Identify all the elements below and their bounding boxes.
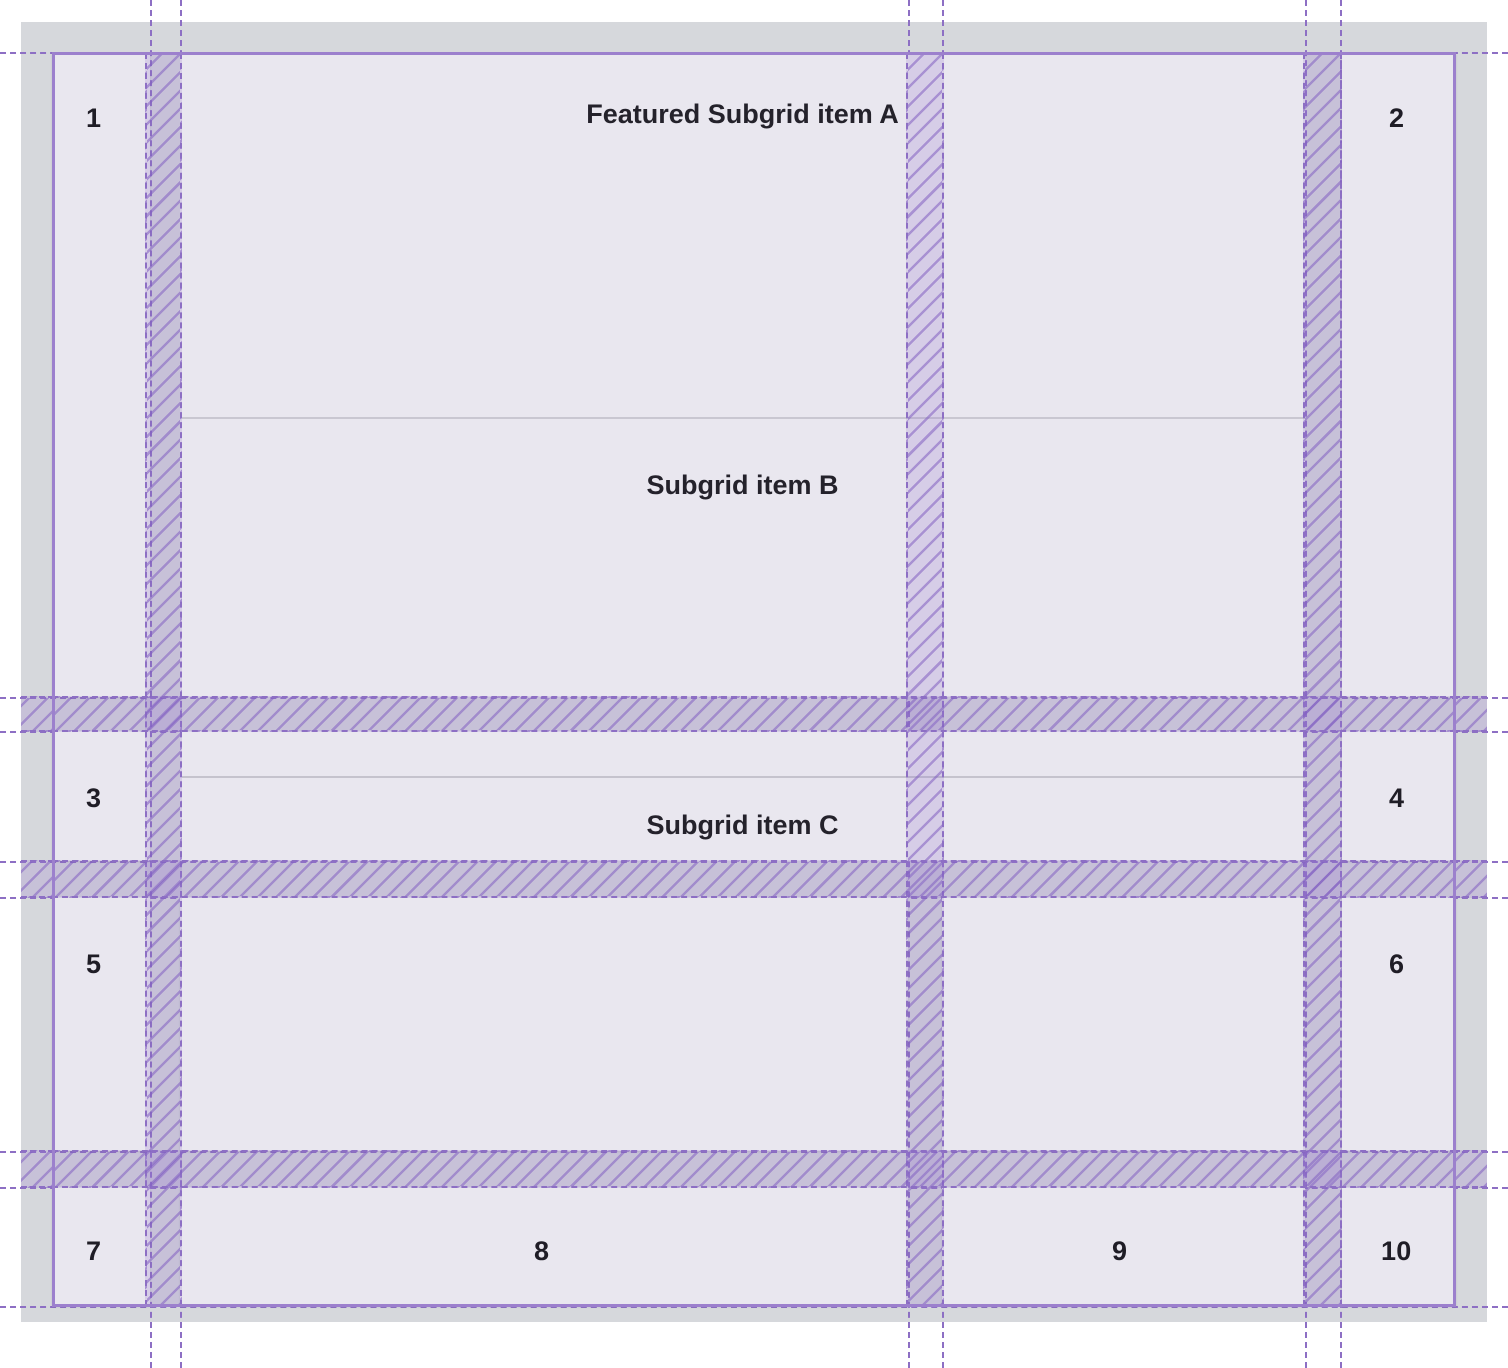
row-gap-3-left-tail: [21, 1150, 54, 1188]
grid-container-top-edge: [52, 52, 1456, 55]
grid-cell-row3-col3[interactable]: [942, 897, 1305, 1151]
grid-cell-label-1: 1: [86, 103, 102, 133]
grid-cell-1[interactable]: [52, 53, 150, 697]
row-gap-2-left-tail: [21, 860, 54, 898]
row-gap-2: [52, 860, 1456, 898]
row-gap-3-right-tail: [1454, 1150, 1487, 1188]
subgrid-divider-b-c: [182, 776, 1305, 778]
grid-cell-6[interactable]: [1342, 897, 1456, 1151]
grid-cell-label-9: 9: [1112, 1236, 1128, 1266]
column-gap-3: [1303, 53, 1342, 1306]
grid-cell-5[interactable]: [52, 897, 150, 1151]
grid-cell-8[interactable]: [180, 1187, 908, 1306]
grid-container-right-edge: [1453, 52, 1456, 1307]
grid-cell-2[interactable]: [1342, 53, 1456, 697]
grid-cell-3[interactable]: [52, 731, 150, 861]
track-line-extension-h-8: [0, 1306, 1508, 1308]
column-gap-2: [906, 53, 944, 1306]
subgrid-item-b[interactable]: [180, 419, 1305, 697]
grid-cell-10[interactable]: [1342, 1187, 1456, 1306]
grid-cell-label-2: 2: [1389, 103, 1405, 133]
subgrid-item-a-label: Featured Subgrid item A: [586, 99, 899, 129]
grid-container-left-edge: [52, 52, 55, 1307]
row-gap-1-left-tail: [21, 696, 54, 732]
row-gap-3: [52, 1150, 1456, 1188]
grid-cell-label-4: 4: [1389, 783, 1405, 813]
subgrid-item-c-label: Subgrid item C: [646, 810, 839, 840]
grid-cell-9[interactable]: [942, 1187, 1305, 1306]
grid-cell-7[interactable]: [52, 1187, 150, 1306]
row-gap-1-right-tail: [1454, 696, 1487, 732]
column-gap-1: [145, 53, 182, 1306]
grid-cell-label-7: 7: [86, 1236, 102, 1266]
row-gap-2-right-tail: [1454, 860, 1487, 898]
grid-cell-row3-col2[interactable]: [180, 897, 908, 1151]
subgrid-item-c[interactable]: [180, 731, 1305, 861]
grid-cell-label-10: 10: [1381, 1236, 1412, 1266]
grid-container-bottom-edge: [52, 1304, 1456, 1307]
subgrid-item-b-label: Subgrid item B: [646, 470, 839, 500]
row-gap-1: [52, 696, 1456, 732]
grid-cell-4[interactable]: [1342, 731, 1456, 861]
grid-cell-label-8: 8: [534, 1236, 550, 1266]
subgrid-divider-a-b: [182, 417, 1305, 419]
subgrid-item-a[interactable]: [180, 53, 1305, 418]
grid-cell-label-6: 6: [1389, 949, 1405, 979]
grid-cell-label-5: 5: [86, 949, 102, 979]
grid-cell-label-3: 3: [86, 783, 102, 813]
